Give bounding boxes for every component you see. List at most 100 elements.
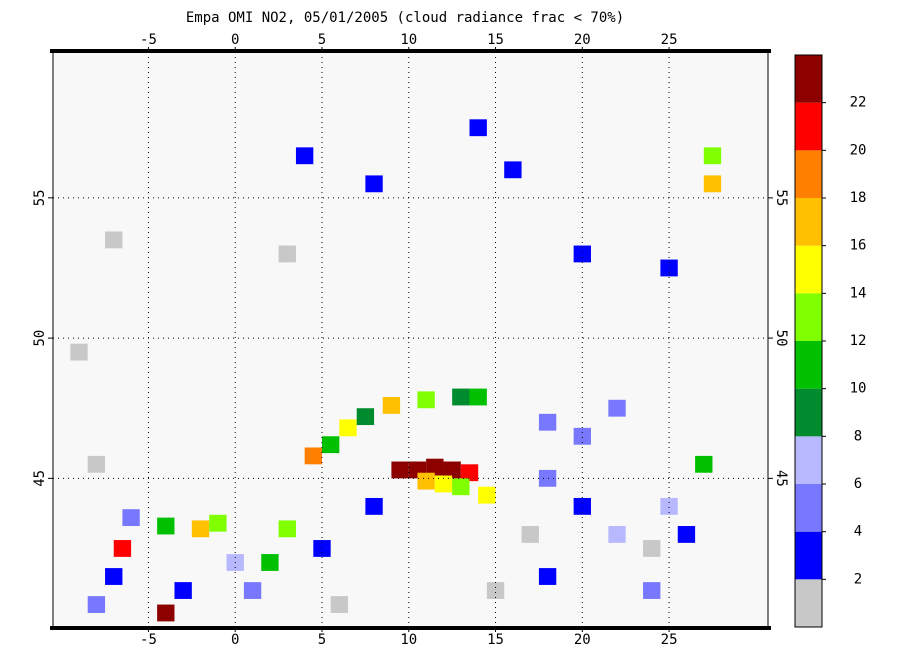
no2-cell: [382, 397, 401, 414]
no2-cell: [426, 458, 444, 476]
colorbar-label: 12: [850, 333, 867, 349]
no2-cell: [87, 596, 106, 613]
x-tick-label: 0: [231, 632, 239, 648]
no2-cell: [330, 596, 349, 613]
x-tick-label: 10: [400, 632, 417, 648]
colorbar-bin: [795, 388, 822, 437]
x-tick-label: 25: [661, 632, 678, 648]
no2-cell: [478, 486, 496, 504]
no2-cell: [261, 554, 279, 571]
colorbar-label: 14: [850, 285, 867, 301]
no2-cell: [504, 161, 522, 179]
no2-cell: [105, 231, 123, 249]
map-area: [53, 52, 768, 627]
y-tick-label: 45: [32, 470, 48, 487]
no2-cell: [703, 147, 722, 165]
no2-cell: [695, 455, 713, 473]
no2-cell: [122, 509, 140, 527]
x-tick-label: 10: [400, 32, 417, 48]
colorbar-bin: [795, 150, 822, 198]
colorbar-label: 16: [850, 238, 867, 254]
colorbar-label: 2: [854, 571, 862, 587]
no2-cell: [460, 464, 479, 482]
x-tick-label: 5: [318, 32, 326, 48]
colorbar-bin: [795, 245, 822, 294]
colorbar-bin: [795, 198, 822, 246]
no2-cell: [573, 245, 591, 263]
colorbar-label: 20: [850, 142, 867, 158]
no2-cell: [105, 568, 123, 585]
colorbar-bin: [795, 484, 822, 532]
x-tick-label: -5: [140, 32, 157, 48]
x-tick-label: 20: [574, 32, 591, 48]
no2-cell: [70, 343, 88, 361]
no2-cell: [295, 147, 314, 165]
no2-cell: [703, 175, 722, 193]
no2-cell: [469, 119, 487, 137]
x-tick-label: 20: [574, 632, 591, 648]
no2-cell: [391, 461, 409, 479]
no2-cell: [434, 475, 453, 493]
no2-cell: [209, 514, 227, 532]
map-frame: [52, 51, 769, 628]
no2-cell: [278, 520, 296, 538]
y-tick-label: 55: [32, 189, 48, 206]
no2-cell: [452, 478, 470, 496]
no2-cell: [521, 526, 539, 543]
y-tick-label: 50: [773, 330, 789, 347]
x-tick-label: 15: [487, 632, 504, 648]
x-tick-label: 15: [487, 32, 504, 48]
colorbar-bin: [795, 531, 822, 580]
no2-cell: [538, 469, 557, 487]
no2-cell: [538, 568, 557, 585]
no2-cell: [157, 604, 175, 622]
colorbar-bin: [795, 55, 822, 103]
no2-cell: [608, 526, 626, 543]
no2-cell: [191, 520, 210, 538]
x-tick-label: 25: [661, 32, 678, 48]
no2-cell: [365, 497, 383, 515]
no2-cell: [278, 245, 296, 263]
no2-cell: [469, 388, 487, 406]
colorbar-label: 10: [850, 381, 867, 397]
no2-cell: [356, 408, 375, 426]
no2-cell: [243, 582, 262, 599]
colorbar-bin: [795, 102, 822, 151]
no2-cell: [157, 517, 175, 535]
y-tick-label: 45: [773, 470, 789, 487]
frame-bar: [50, 49, 771, 53]
colorbar-label: 6: [854, 476, 862, 492]
no2-cell: [365, 175, 383, 193]
no2-cell: [573, 427, 591, 445]
colorbar-label: 22: [850, 95, 867, 111]
no2-cell: [339, 419, 357, 437]
no2-cell: [643, 582, 661, 599]
no2-cell: [443, 461, 461, 479]
no2-cell: [452, 388, 470, 406]
colorbar-bin: [795, 436, 822, 484]
no2-cell: [417, 472, 435, 490]
no2-cell: [608, 399, 626, 417]
no2-cell: [538, 413, 557, 431]
no2-cell: [113, 540, 132, 557]
no2-cell: [660, 497, 678, 515]
no2-cell: [417, 391, 435, 409]
no2-cell: [573, 497, 591, 515]
colorbar-bin: [795, 293, 822, 341]
y-tick-label: 55: [773, 189, 789, 206]
x-tick-label: 0: [231, 32, 239, 48]
no2-cell: [304, 447, 322, 465]
colorbar-bin: [795, 341, 822, 389]
no2-cell: [321, 436, 340, 454]
frame-bar: [50, 626, 771, 630]
y-tick-label: 50: [32, 330, 48, 347]
no2-cell: [486, 582, 505, 599]
no2-cell: [174, 582, 192, 599]
colorbar-label: 18: [850, 190, 867, 206]
x-tick-label: 5: [318, 632, 326, 648]
no2-cell: [643, 540, 661, 557]
no2-cell: [313, 540, 331, 557]
colorbar-bin: [795, 579, 822, 627]
no2-cell: [677, 526, 696, 543]
